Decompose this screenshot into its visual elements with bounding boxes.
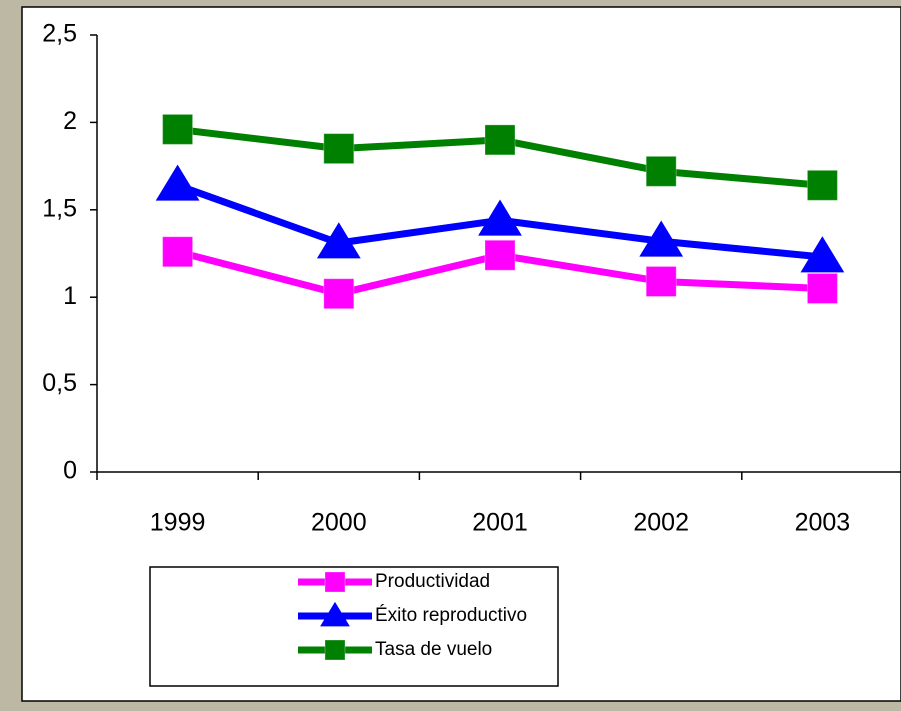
y-tick-label: 0: [63, 457, 77, 485]
data-point: [484, 124, 516, 156]
data-point: [645, 155, 677, 187]
y-tick-label: 1,5: [42, 194, 77, 222]
data-point: [155, 164, 200, 201]
legend-marker: [324, 571, 346, 593]
legend-marker: [324, 639, 346, 661]
data-point: [806, 169, 838, 201]
data-point: [162, 236, 194, 268]
data-point: [645, 265, 677, 297]
x-tick-label: 2000: [311, 509, 367, 537]
legend: Productividad Éxito reproductivo Tasa de v…: [149, 566, 559, 687]
legend-label: Éxito reproductivo: [375, 605, 527, 626]
y-tick-label: 1: [63, 282, 77, 310]
data-point: [323, 133, 355, 165]
legend-label: Productividad: [375, 571, 490, 592]
data-point: [484, 239, 516, 271]
x-tick-label: 2001: [472, 509, 528, 537]
data-point: [162, 113, 194, 145]
legend-label: Tasa de vuelo: [375, 639, 492, 660]
legend-marker: [320, 601, 350, 627]
x-tick-label: 2002: [633, 509, 689, 537]
y-tick-label: 0,5: [42, 369, 77, 397]
data-point: [639, 220, 684, 257]
data-point: [323, 278, 355, 310]
data-point: [316, 222, 361, 259]
y-tick-label: 2: [63, 107, 77, 135]
data-point: [800, 236, 845, 273]
x-tick-label: 2003: [795, 509, 851, 537]
x-tick-label: 1999: [150, 509, 206, 537]
legend-box: [149, 566, 559, 687]
data-point: [478, 199, 522, 236]
data-point: [806, 272, 838, 304]
y-tick-label: 2,5: [42, 20, 77, 48]
